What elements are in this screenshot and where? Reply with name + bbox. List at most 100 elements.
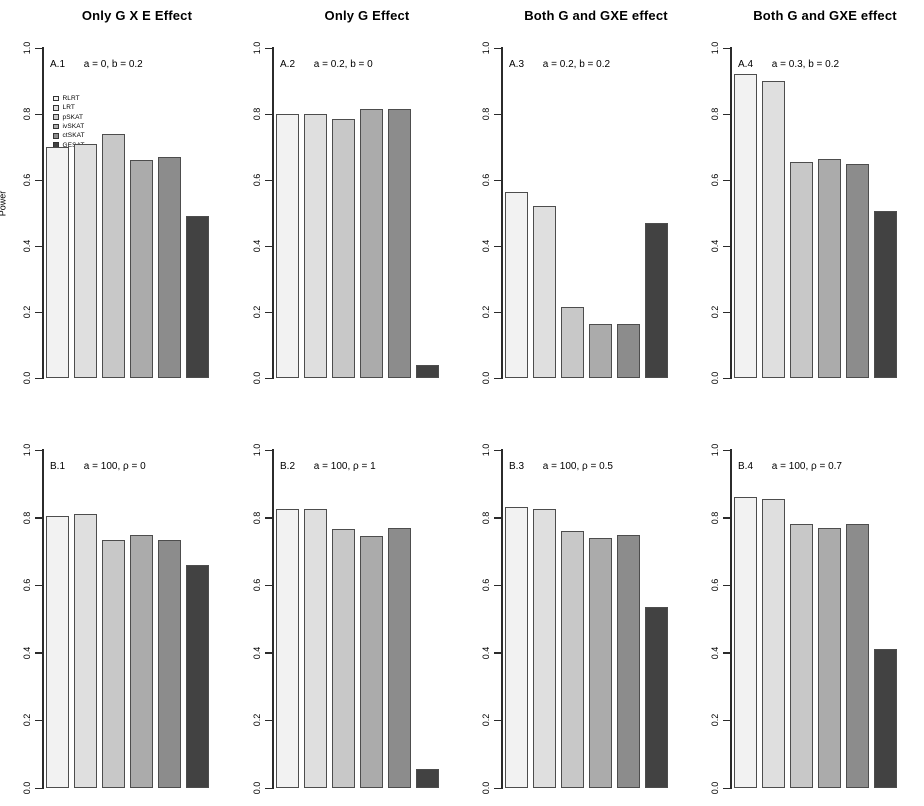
bar-rlrt bbox=[505, 507, 528, 788]
y-axis-tick bbox=[723, 113, 730, 115]
bar-lrt bbox=[74, 143, 97, 378]
panel-annotation-params: a = 100, ρ = 1 bbox=[313, 461, 376, 472]
y-axis-tick-label: 0.2 bbox=[710, 305, 720, 319]
bar-ctskat bbox=[617, 323, 640, 378]
chart-panel: Both G and GXE effect A.4 a = 0.3, b = 0… bbox=[688, 0, 924, 402]
y-axis-tick bbox=[265, 719, 272, 722]
bar-lrt bbox=[74, 514, 97, 788]
y-axis-tick bbox=[35, 787, 42, 789]
plot-area: A.1 a = 0, b = 0.2 RLRT LRT pSKAT ivSKAT ctS… bbox=[0, 42, 236, 384]
panel-annotation: A.3 a = 0.2, b = 0.2 bbox=[509, 59, 610, 70]
bar-lrt bbox=[533, 509, 556, 788]
y-axis-tick-label: 1.0 bbox=[252, 443, 262, 457]
y-axis-tick-label: 0.2 bbox=[481, 714, 491, 727]
legend-item: RLRT bbox=[53, 94, 85, 103]
legend-swatch-icon bbox=[53, 105, 59, 111]
y-axis-tick bbox=[35, 47, 42, 49]
chart-panel: B.4 a = 100, ρ = 0.7 0.0 0.2 0.4 0.6 0.8 1.0 bbox=[688, 400, 924, 802]
y-axis-tick bbox=[35, 449, 42, 451]
bar-ctskat bbox=[388, 109, 411, 378]
y-axis-tick-label: 0.0 bbox=[22, 371, 32, 385]
y-axis-tick-label: 0.2 bbox=[481, 305, 491, 319]
bars-group bbox=[505, 48, 668, 378]
panel-annotation-id: A.2 bbox=[280, 59, 296, 70]
bar-pskat bbox=[561, 307, 584, 378]
panel-annotation-params: a = 100, ρ = 0.5 bbox=[542, 461, 613, 472]
y-axis-tick bbox=[265, 584, 272, 587]
panel-annotation-params: a = 0, b = 0.2 bbox=[83, 59, 143, 70]
legend-label: LRT bbox=[62, 104, 75, 112]
legend-label: pSKAT bbox=[62, 113, 84, 121]
y-axis-tick-label: 0.4 bbox=[252, 646, 262, 660]
y-axis-tick-label: 0.8 bbox=[22, 511, 32, 524]
y-axis-tick bbox=[265, 179, 272, 181]
y-axis-tick bbox=[35, 377, 42, 379]
plot-area: B.3 a = 100, ρ = 0.5 0.0 0.2 0.4 0.6 0.8 1.0 bbox=[459, 444, 695, 794]
plot-area: B.2 a = 100, ρ = 1 0.0 0.2 0.4 0.6 0.8 1.0 bbox=[230, 444, 466, 794]
y-axis-tick bbox=[494, 113, 501, 115]
y-axis-tick bbox=[35, 584, 42, 587]
bars-group bbox=[276, 450, 439, 788]
bars-group bbox=[276, 48, 439, 378]
y-axis bbox=[42, 47, 44, 379]
y-axis-tick bbox=[494, 311, 501, 313]
panel-annotation-params: a = 0.2, b = 0.2 bbox=[542, 59, 611, 70]
y-axis-tick-label: 0.0 bbox=[252, 781, 262, 795]
y-axis-tick-label: 0.0 bbox=[22, 781, 32, 795]
bar-gesat bbox=[416, 364, 439, 378]
y-axis-tick bbox=[723, 449, 730, 451]
bar-gesat bbox=[186, 216, 209, 378]
bar-rlrt bbox=[734, 497, 757, 788]
y-axis-tick-label: 0.4 bbox=[252, 239, 262, 253]
y-axis-tick-label: 1.0 bbox=[22, 443, 32, 457]
y-axis-tick-label: 1.0 bbox=[710, 443, 720, 457]
bar-lrt bbox=[304, 114, 327, 378]
y-axis-tick-label: 0.8 bbox=[252, 107, 262, 121]
y-axis-tick-label: 0.8 bbox=[252, 511, 262, 524]
y-axis-tick bbox=[723, 652, 730, 654]
bars-group bbox=[46, 450, 209, 788]
y-axis-tick bbox=[723, 179, 730, 181]
bar-ctskat bbox=[846, 163, 869, 378]
legend-swatch-icon bbox=[53, 133, 59, 139]
legend-swatch-icon bbox=[53, 123, 59, 130]
bar-ivskat bbox=[130, 534, 153, 788]
panel-annotation-params: a = 100, ρ = 0.7 bbox=[771, 461, 842, 472]
chart-panel: Only G X E Effect A.1 a = 0, b = 0.2 RLR… bbox=[0, 0, 236, 402]
y-axis-tick-label: 1.0 bbox=[22, 41, 32, 55]
bar-ivskat bbox=[130, 160, 153, 378]
panel-annotation-id: B.4 bbox=[738, 461, 754, 472]
plot-area: A.4 a = 0.3, b = 0.2 0.0 0.2 0.4 0.6 0.8 1.0 bbox=[688, 42, 924, 384]
panel-annotation: A.1 a = 0, b = 0.2 bbox=[50, 59, 143, 70]
y-axis bbox=[730, 47, 732, 379]
legend-label: GESAT bbox=[63, 142, 85, 149]
chart-panel: Only G Effect A.2 a = 0.2, b = 0 0.0 0.2 0… bbox=[230, 0, 466, 402]
bar-gesat bbox=[416, 769, 439, 788]
y-axis-tick bbox=[723, 584, 730, 587]
chart-panel: B.1 a = 100, ρ = 0 0.0 0.2 0.4 0.6 0.8 1.0 bbox=[0, 400, 236, 802]
panel-annotation-id: B.1 bbox=[50, 461, 66, 472]
bar-pskat bbox=[102, 539, 125, 788]
y-axis-tick bbox=[265, 377, 272, 379]
y-axis-tick-label: 0.6 bbox=[22, 578, 32, 592]
y-axis-tick bbox=[494, 449, 501, 451]
y-axis-tick-label: 0.2 bbox=[252, 305, 262, 319]
bar-lrt bbox=[762, 81, 785, 378]
legend-label: ivSKAT bbox=[62, 123, 85, 131]
y-axis-tick bbox=[35, 719, 42, 722]
y-axis bbox=[501, 47, 503, 379]
y-axis-tick bbox=[265, 245, 272, 247]
panel-annotation: A.2 a = 0.2, b = 0 bbox=[280, 59, 373, 70]
bar-ivskat bbox=[589, 323, 612, 378]
legend-item: LRT bbox=[53, 103, 85, 112]
y-axis-tick bbox=[35, 652, 42, 654]
chart-panel: Both G and GXE effect A.3 a = 0.2, b = 0… bbox=[459, 0, 695, 402]
legend-item: pSKAT bbox=[53, 113, 85, 122]
y-axis-tick bbox=[494, 719, 501, 722]
y-axis-tick bbox=[494, 584, 501, 587]
y-axis-tick-label: 0.6 bbox=[481, 578, 491, 592]
y-axis-tick bbox=[265, 113, 272, 115]
bar-ivskat bbox=[360, 536, 383, 788]
bar-ctskat bbox=[158, 156, 181, 378]
